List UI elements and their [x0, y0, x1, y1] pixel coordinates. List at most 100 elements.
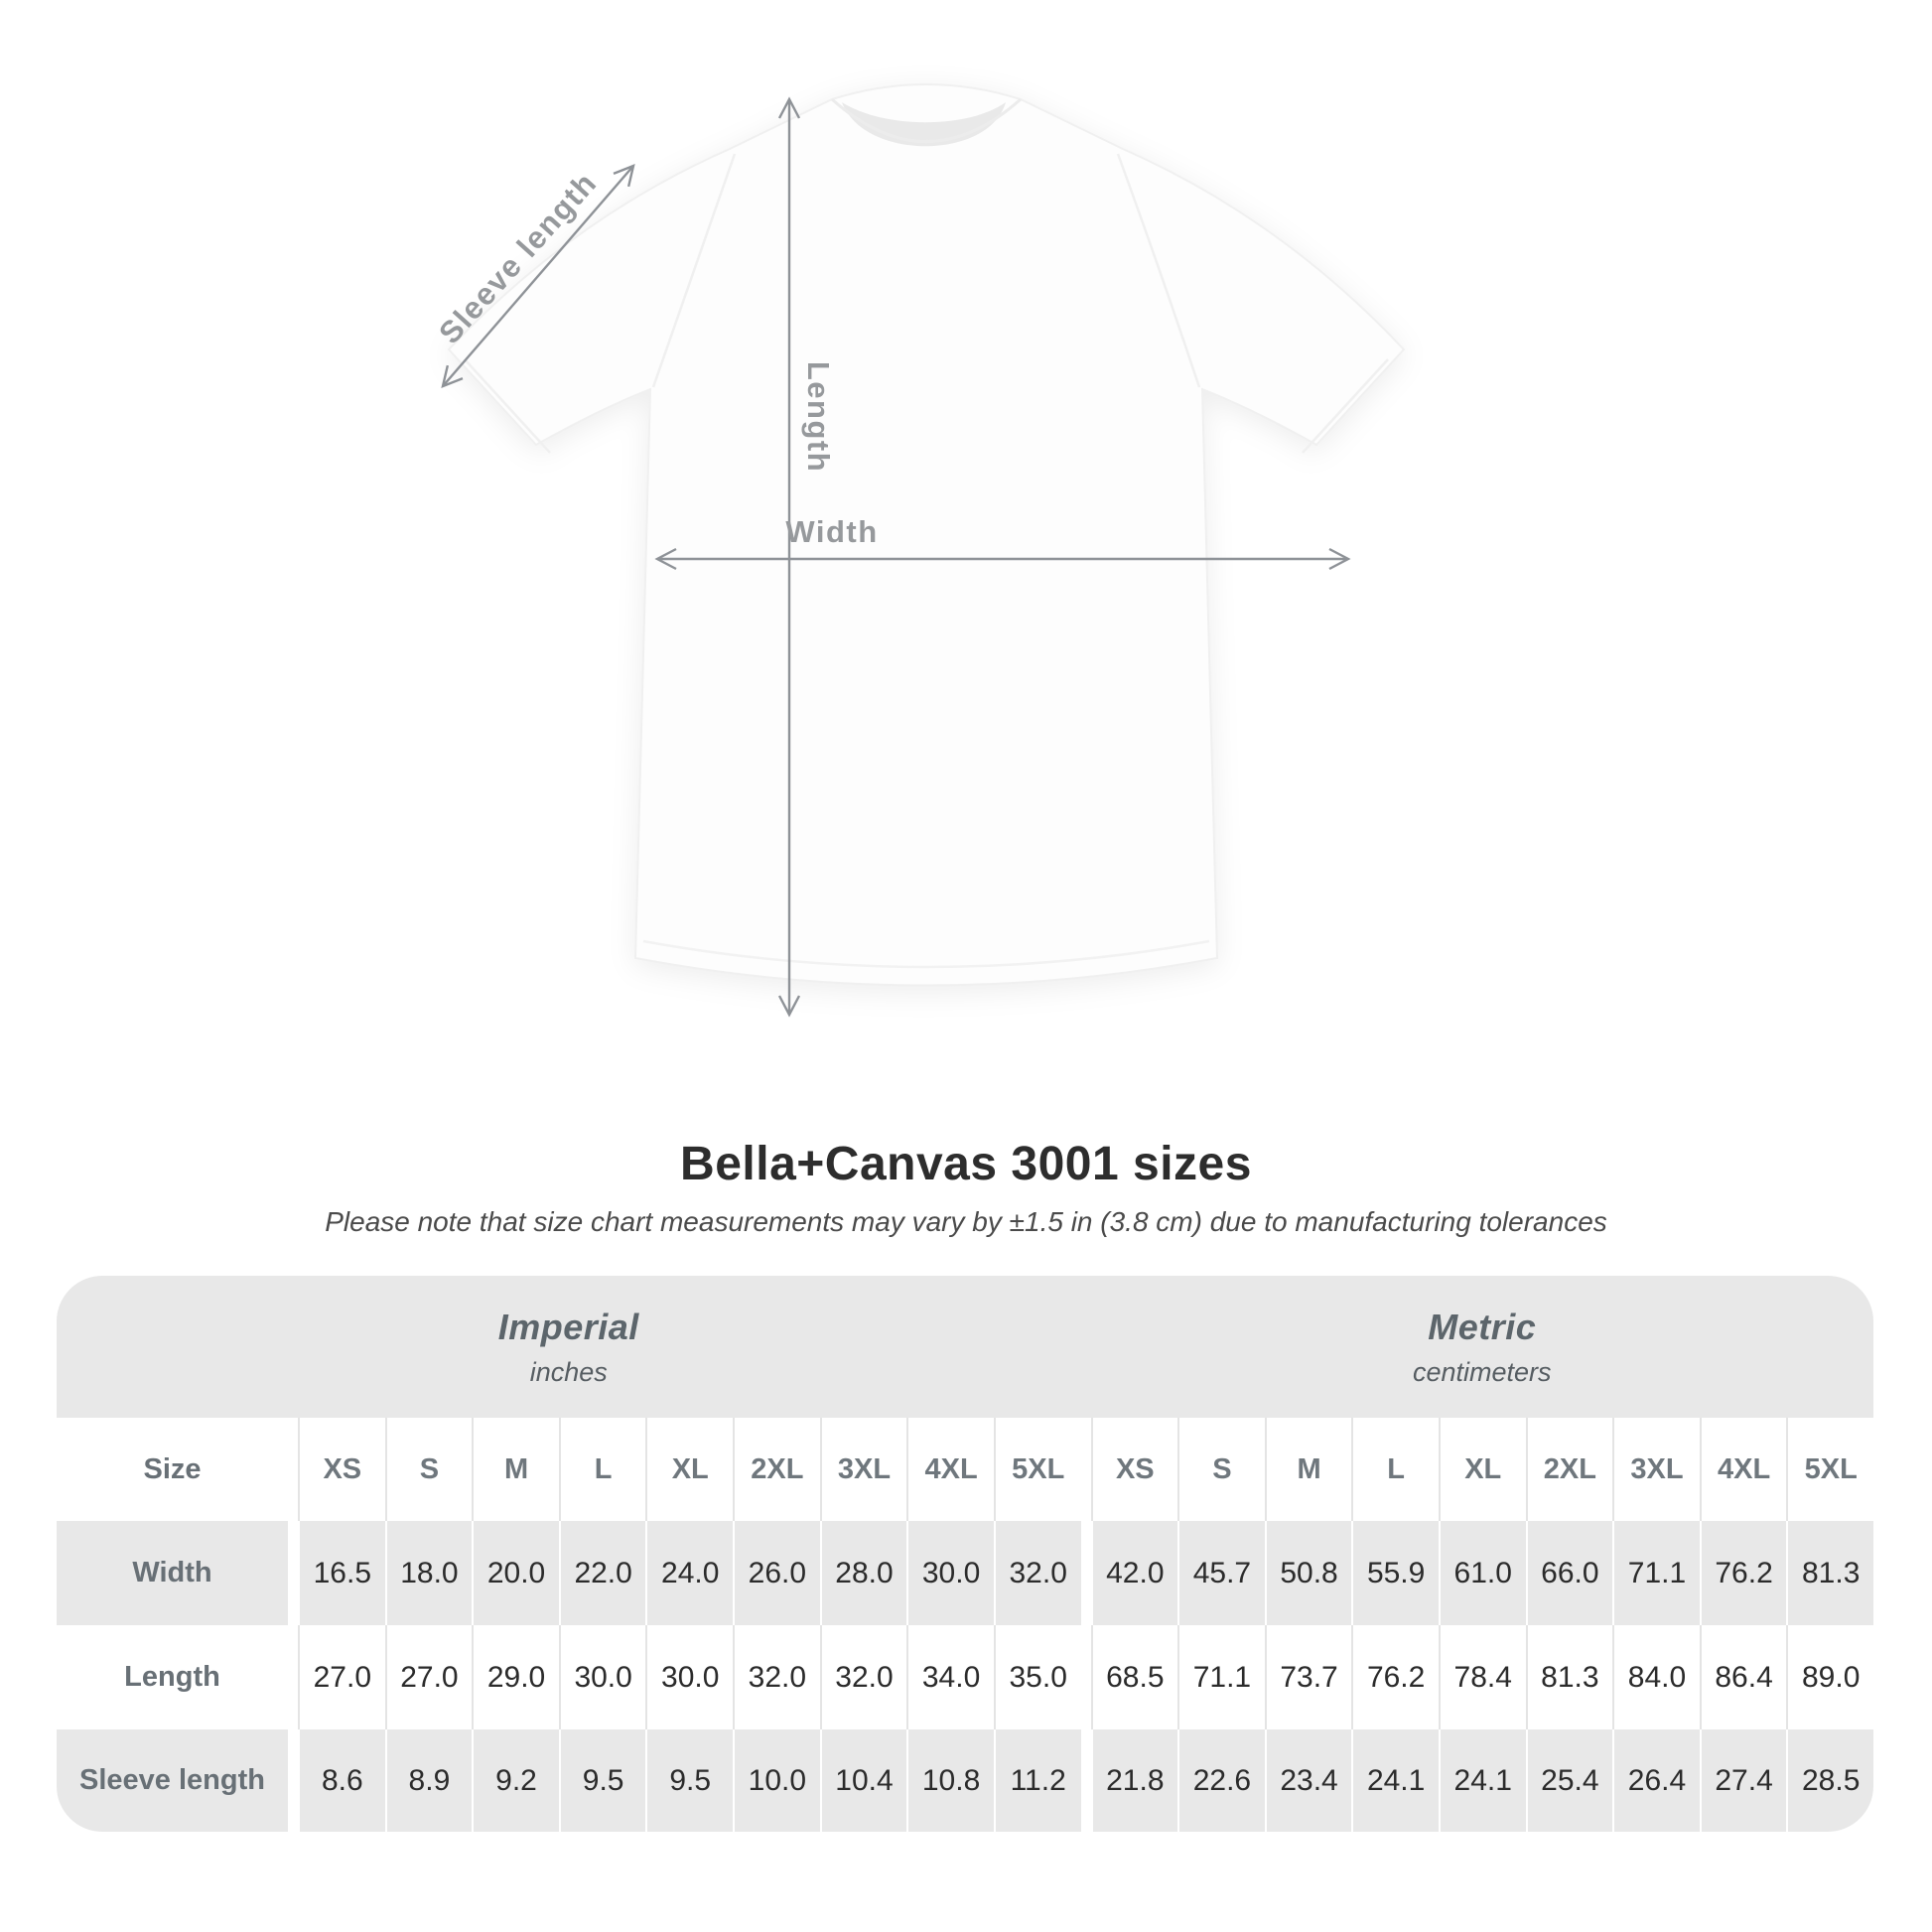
column-gutter [1081, 1625, 1091, 1729]
measurement-cell: 30.0 [558, 1625, 646, 1729]
size-col-header: 4XL [1699, 1418, 1787, 1521]
size-col-header: L [1351, 1418, 1439, 1521]
measurement-cell: 24.1 [1351, 1729, 1439, 1832]
measurement-cell: 24.0 [645, 1521, 734, 1625]
size-col-header: M [472, 1418, 559, 1521]
row-label: Sleeve length [57, 1729, 288, 1832]
sleeve-length-arrow [441, 164, 635, 388]
measurement-cell: 34.0 [906, 1625, 994, 1729]
measurement-cell: 76.2 [1351, 1625, 1439, 1729]
width-label: Width [785, 514, 879, 549]
measurement-cell: 10.8 [906, 1729, 994, 1832]
measurement-cell: 21.8 [1090, 1729, 1178, 1832]
size-col-header: 2XL [733, 1418, 820, 1521]
tolerance-note: Please note that size chart measurements… [325, 1206, 1607, 1237]
measurement-cell: 76.2 [1699, 1521, 1787, 1625]
column-gutter [288, 1521, 298, 1625]
measurement-cell: 66.0 [1525, 1521, 1613, 1625]
unit-system-band: Imperial inches Metric centimeters [57, 1276, 1873, 1418]
row-label: Size [57, 1418, 288, 1521]
measurement-cell: 10.4 [819, 1729, 907, 1832]
measurement-cell: 50.8 [1264, 1521, 1352, 1625]
tshirt-left-sleeve-seam [651, 153, 737, 388]
measurement-cell: 81.3 [1786, 1521, 1873, 1625]
column-gutter [288, 1729, 298, 1832]
tshirt-right-sleeve-seam [1116, 153, 1201, 388]
measurement-cell: 29.0 [472, 1625, 559, 1729]
size-col-header: 2XL [1525, 1418, 1613, 1521]
measurement-cell: 78.4 [1438, 1625, 1526, 1729]
measurement-cell: 22.0 [558, 1521, 646, 1625]
measurement-cell: 18.0 [384, 1521, 473, 1625]
measurement-cell: 8.9 [384, 1729, 473, 1832]
measurement-cell: 32.0 [993, 1521, 1081, 1625]
measurement-cell: 45.7 [1177, 1521, 1265, 1625]
measurement-cell: 27.4 [1699, 1729, 1787, 1832]
measurement-cell: 89.0 [1786, 1625, 1873, 1729]
measurement-cell: 32.0 [819, 1625, 907, 1729]
measurement-cell: 28.5 [1786, 1729, 1873, 1832]
imperial-unit: inches [529, 1356, 608, 1387]
measurement-cell: 20.0 [472, 1521, 559, 1625]
measurement-cell: 23.4 [1264, 1729, 1352, 1832]
measurement-cell: 22.6 [1177, 1729, 1265, 1832]
tshirt-body [447, 83, 1406, 987]
measurement-cell: 61.0 [1438, 1521, 1526, 1625]
size-col-header: S [384, 1418, 473, 1521]
column-gutter [288, 1418, 298, 1521]
column-gutter [1081, 1418, 1091, 1521]
measurement-cell: 32.0 [733, 1625, 820, 1729]
table-row-width: Width 16.5 18.0 20.0 22.0 24.0 26.0 28.0… [57, 1521, 1873, 1625]
size-col-header: 4XL [906, 1418, 994, 1521]
size-chart-table: Imperial inches Metric centimeters Size … [57, 1276, 1873, 1832]
measurement-cell: 10.0 [733, 1729, 820, 1832]
size-col-header: S [1177, 1418, 1265, 1521]
size-col-header: XS [1090, 1418, 1178, 1521]
measurement-cell: 42.0 [1090, 1521, 1178, 1625]
size-col-header: 5XL [1786, 1418, 1873, 1521]
size-col-header: 3XL [819, 1418, 907, 1521]
measurement-cell: 84.0 [1612, 1625, 1700, 1729]
size-col-header: 5XL [993, 1418, 1081, 1521]
measurement-cell: 25.4 [1525, 1729, 1613, 1832]
size-col-header: XS [298, 1418, 385, 1521]
column-gutter [288, 1625, 298, 1729]
length-label: Length [801, 360, 836, 474]
size-col-header: XL [645, 1418, 734, 1521]
measurement-cell: 9.2 [472, 1729, 559, 1832]
size-header-row: Size XS S M L XL 2XL 3XL 4XL 5XL XS S M … [57, 1418, 1873, 1521]
imperial-section-header: Imperial inches [57, 1276, 1081, 1418]
size-col-header: 3XL [1612, 1418, 1700, 1521]
column-gutter [1080, 1521, 1091, 1625]
measurement-cell: 27.0 [298, 1625, 385, 1729]
measurement-cell: 71.1 [1177, 1625, 1265, 1729]
tshirt-hem-stitch [642, 939, 1210, 969]
measurement-cell: 55.9 [1351, 1521, 1439, 1625]
size-col-header: L [558, 1418, 646, 1521]
measurement-cell: 26.0 [733, 1521, 820, 1625]
measurement-cell: 24.1 [1438, 1729, 1526, 1832]
size-col-header: XL [1438, 1418, 1526, 1521]
measurement-cell: 81.3 [1525, 1625, 1613, 1729]
table-row-sleeve-length: Sleeve length 8.6 8.9 9.2 9.5 9.5 10.0 1… [57, 1729, 1873, 1832]
row-label: Length [57, 1625, 288, 1729]
section-gutter [1080, 1276, 1091, 1418]
measurement-cell: 9.5 [558, 1729, 646, 1832]
measurement-cell: 26.4 [1612, 1729, 1700, 1832]
imperial-label: Imperial [497, 1306, 639, 1347]
measurement-cell: 86.4 [1699, 1625, 1787, 1729]
measurement-cell: 8.6 [298, 1729, 385, 1832]
measurement-cell: 11.2 [993, 1729, 1081, 1832]
tshirt-illustration [447, 83, 1406, 987]
table-row-length: Length 27.0 27.0 29.0 30.0 30.0 32.0 32.… [57, 1625, 1873, 1729]
measurement-cell: 30.0 [906, 1521, 994, 1625]
tshirt-diagram [441, 83, 1406, 1018]
measurement-cell: 71.1 [1612, 1521, 1700, 1625]
measurement-cell: 30.0 [645, 1625, 734, 1729]
measurement-cell: 73.7 [1264, 1625, 1352, 1729]
column-gutter [1080, 1729, 1091, 1832]
tshirt-collar-seam [831, 97, 1022, 143]
metric-label: Metric [1428, 1306, 1537, 1347]
tshirt-right-cuff-seam [1302, 358, 1389, 454]
measurement-cell: 16.5 [298, 1521, 385, 1625]
